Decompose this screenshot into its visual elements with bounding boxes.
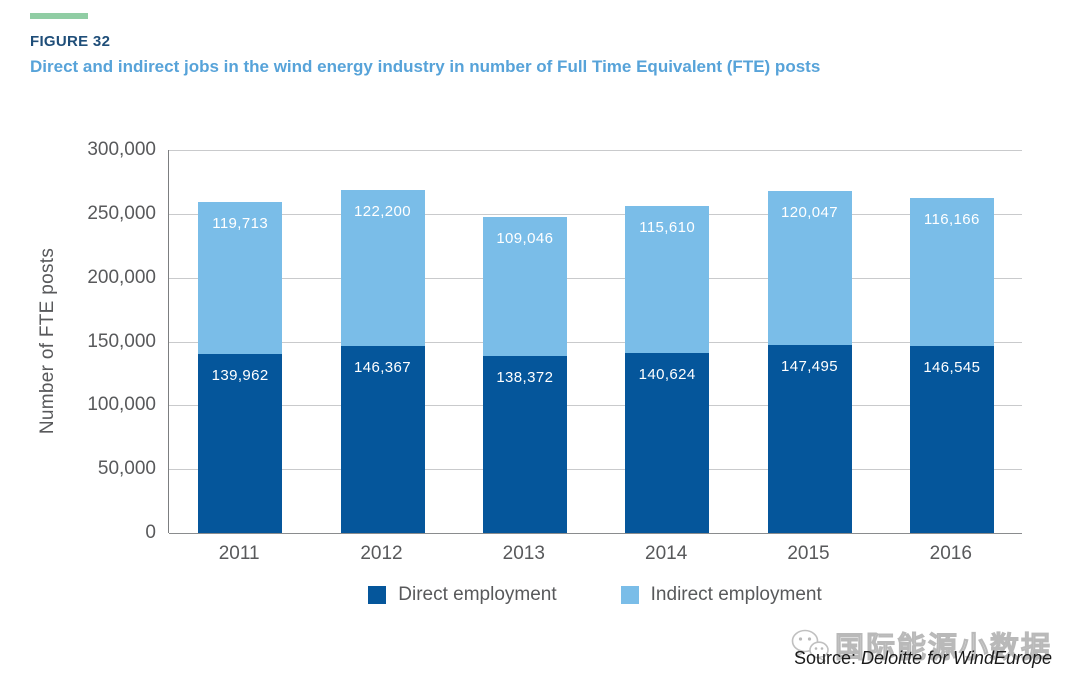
legend: Direct employment Indirect employment [168,584,1022,606]
x-tick-label-2016: 2016 [929,543,972,564]
y-tick-label: 50,000 [97,458,156,479]
y-tick-label: 200,000 [87,267,156,288]
y-tick-label: 0 [145,522,156,543]
legend-item: Indirect employment [620,584,822,606]
bar-value-label-indirect: 120,047 [780,204,839,222]
bar-2013: 138,372 109,046 [482,217,567,533]
bar-segment-direct: 138,372 [482,356,567,533]
legend-item: Direct employment [368,584,557,606]
bar-value-label-direct: 147,495 [780,357,839,375]
x-tick-label-2014: 2014 [645,543,688,564]
bar-segment-indirect: 116,166 [909,197,994,346]
chart-title: Direct and indirect jobs in the wind ene… [30,57,821,76]
source-line: Source: Deloitte for WindEurope [794,648,1052,669]
bar-value-label-indirect: 115,610 [639,218,696,236]
bar-2015: 147,495 120,047 [767,191,852,533]
bar-value-label-direct: 140,624 [638,366,696,384]
bar-value-label-direct: 139,962 [211,367,269,385]
accent-dash [30,13,88,19]
bar-value-label-indirect: 109,046 [496,230,554,248]
bar-value-label-indirect: 122,200 [353,203,412,221]
figure-number-label: FIGURE 32 [30,33,111,50]
x-tick-label-2015: 2015 [787,543,830,564]
source-name: Deloitte for WindEurope [861,648,1052,668]
legend-swatch [368,586,387,604]
gridline [169,405,1022,406]
bar-value-label-indirect: 119,713 [212,214,269,232]
gridline [169,278,1022,279]
bar-segment-indirect: 120,047 [767,191,852,345]
source-prefix: Source: [794,648,862,668]
y-tick-label: 100,000 [87,394,156,415]
x-tick-label-2013: 2013 [502,543,545,564]
bar-2012: 146,367 122,200 [340,190,425,533]
gridline [169,214,1022,215]
y-tick-label: 150,000 [87,331,156,352]
bar-segment-indirect: 122,200 [340,190,425,347]
gridline [169,469,1022,470]
bar-value-label-direct: 146,367 [353,359,412,377]
bar-segment-direct: 140,624 [625,353,710,533]
gridline [169,342,1022,343]
y-tick-label: 300,000 [87,139,156,160]
bar-segment-direct: 146,367 [340,346,425,533]
legend-label: Direct employment [398,584,557,605]
x-tick-label-2011: 2011 [218,543,260,564]
bar-segment-indirect: 109,046 [482,217,567,357]
x-tick-label-2012: 2012 [360,543,403,564]
legend-swatch [620,586,639,604]
plot-area: 139,962 119,713 146,367 122,200 138,372 109,0… [168,150,1022,534]
bar-2011: 139,962 119,713 [198,201,283,533]
bar-2016: 146,545 116,166 [909,197,994,533]
bar-value-label-indirect: 116,166 [923,210,980,228]
bar-segment-direct: 146,545 [909,345,994,533]
legend-label: Indirect employment [650,584,822,605]
y-tick-label: 250,000 [87,203,156,224]
bar-segment-direct: 139,962 [198,354,283,533]
bar-value-label-direct: 138,372 [496,369,554,387]
gridline [169,533,1022,534]
bar-segment-indirect: 115,610 [625,205,710,354]
gridline [169,150,1022,151]
bar-segment-indirect: 119,713 [198,201,283,355]
bar-2014: 140,624 115,610 [625,205,710,533]
bar-value-label-direct: 146,545 [923,358,981,376]
bar-segment-direct: 147,495 [767,344,852,533]
